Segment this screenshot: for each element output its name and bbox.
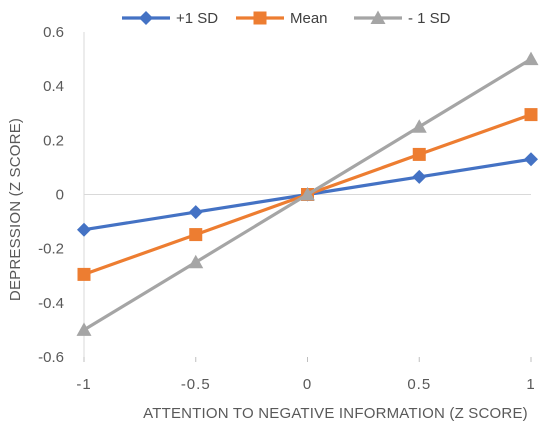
data-point-marker xyxy=(300,187,315,201)
data-point-marker xyxy=(411,119,427,133)
data-point-marker xyxy=(76,322,92,336)
data-point-marker xyxy=(77,222,91,237)
legend-marker xyxy=(370,10,386,24)
legend-marker xyxy=(139,11,153,25)
data-point-marker xyxy=(412,147,426,161)
legend-label: - 1 SD xyxy=(408,10,451,27)
legend-label: +1 SD xyxy=(176,10,218,27)
x-axis-title: ATTENTION TO NEGATIVE INFORMATION (Z SCO… xyxy=(143,405,528,422)
x-tick-label: 0 xyxy=(303,376,312,393)
legend-marker xyxy=(253,11,267,25)
y-tick-label: 0.4 xyxy=(43,78,64,95)
y-tick-label: -0.4 xyxy=(38,295,64,312)
x-tick-label: 1 xyxy=(526,376,535,393)
legend: +1 SD Mean - 1 SD xyxy=(122,10,451,27)
y-tick-label: -0.2 xyxy=(38,241,64,258)
y-tick-label: 0.2 xyxy=(43,132,64,149)
x-tick-label: -1 xyxy=(76,376,91,393)
data-point-marker xyxy=(524,108,538,122)
y-tick-label: -0.6 xyxy=(38,349,64,366)
axes: -0.6 -0.4 -0.2 0 0.2 0.4 0.6 -1 -0.5 0 0.5 1 xyxy=(38,24,535,393)
data-point-marker xyxy=(412,169,427,184)
data-point-marker xyxy=(77,267,91,281)
x-tick-label: -0.5 xyxy=(181,376,211,393)
y-tick-label: 0 xyxy=(56,187,64,204)
legend-item: - 1 SD xyxy=(354,10,451,27)
data-point-marker xyxy=(188,205,203,220)
data-point-marker xyxy=(189,228,203,242)
series-2 xyxy=(76,51,539,336)
y-axis-title: DEPRESSION (Z SCORE) xyxy=(7,118,24,301)
legend-item: Mean xyxy=(236,10,328,27)
series-layer xyxy=(76,51,539,336)
legend-item: +1 SD xyxy=(122,10,218,27)
data-point-marker xyxy=(188,254,204,269)
data-point-marker xyxy=(523,51,539,66)
y-tick-label: 0.6 xyxy=(43,24,64,41)
legend-label: Mean xyxy=(290,10,328,27)
data-point-marker xyxy=(524,152,538,167)
x-tick-label: 0.5 xyxy=(407,376,431,393)
